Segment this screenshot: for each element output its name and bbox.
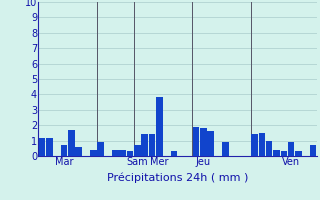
Bar bbox=[61, 145, 67, 156]
Bar bbox=[112, 150, 119, 156]
Bar bbox=[266, 141, 272, 156]
Bar bbox=[68, 130, 75, 156]
Bar bbox=[295, 151, 302, 156]
Bar bbox=[141, 134, 148, 156]
Bar bbox=[207, 131, 214, 156]
Bar bbox=[76, 147, 82, 156]
Bar bbox=[200, 128, 206, 156]
Bar bbox=[149, 134, 155, 156]
Bar bbox=[288, 142, 294, 156]
Bar bbox=[39, 138, 45, 156]
Bar bbox=[46, 138, 53, 156]
Bar bbox=[134, 145, 140, 156]
Bar bbox=[251, 134, 258, 156]
X-axis label: Précipitations 24h ( mm ): Précipitations 24h ( mm ) bbox=[107, 173, 248, 183]
Bar bbox=[119, 150, 126, 156]
Bar bbox=[281, 151, 287, 156]
Bar bbox=[171, 151, 177, 156]
Bar bbox=[222, 142, 228, 156]
Bar bbox=[259, 133, 265, 156]
Bar bbox=[310, 145, 316, 156]
Bar bbox=[156, 97, 163, 156]
Bar bbox=[273, 150, 280, 156]
Bar bbox=[97, 142, 104, 156]
Bar bbox=[90, 150, 97, 156]
Bar bbox=[193, 127, 199, 156]
Bar bbox=[127, 151, 133, 156]
